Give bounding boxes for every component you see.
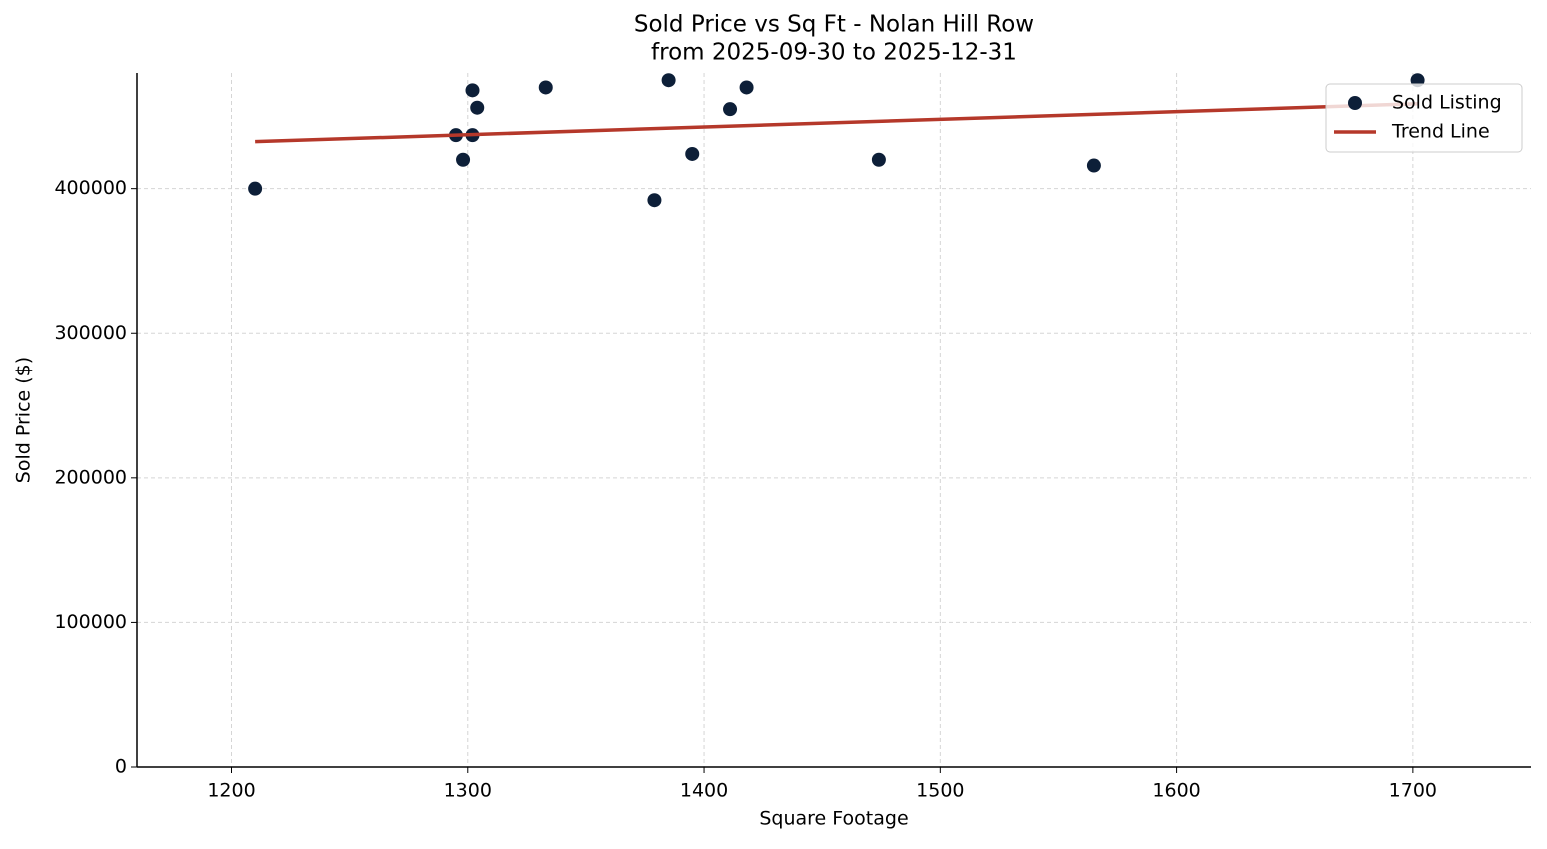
x-tick-label: 1700 [1389,780,1437,802]
y-tick-label: 100000 [54,611,127,633]
chart-title: Sold Price vs Sq Ft - Nolan Hill Row [634,12,1034,38]
point [685,146,700,161]
legend-label: Sold Listing [1392,92,1502,114]
x-tick-label: 1500 [916,780,964,802]
point [1086,158,1101,173]
x-axis-label: Square Footage [759,808,908,830]
point [871,152,886,167]
point [456,152,471,167]
y-tick-label: 200000 [54,466,127,488]
point [465,83,480,98]
x-tick-label: 1200 [207,780,255,802]
legend-label: Trend Line [1391,121,1490,143]
x-tick-label: 1600 [1152,780,1200,802]
point [538,80,553,95]
y-axis-label: Sold Price ($) [13,357,35,483]
chart-subtitle: from 2025-09-30 to 2025-12-31 [651,40,1017,66]
x-tick-label: 1300 [444,780,492,802]
point [647,193,662,208]
point [470,100,485,115]
legend-box [1325,83,1523,153]
trend-line [255,102,1418,144]
legend-marker [1348,96,1362,110]
point [661,73,676,88]
y-tick-label: 0 [115,756,127,778]
point [723,102,738,117]
x-tick-label: 1400 [680,780,728,802]
y-tick-label: 400000 [54,177,127,199]
point [739,80,754,95]
point [248,181,263,196]
y-tick-label: 300000 [54,322,127,344]
